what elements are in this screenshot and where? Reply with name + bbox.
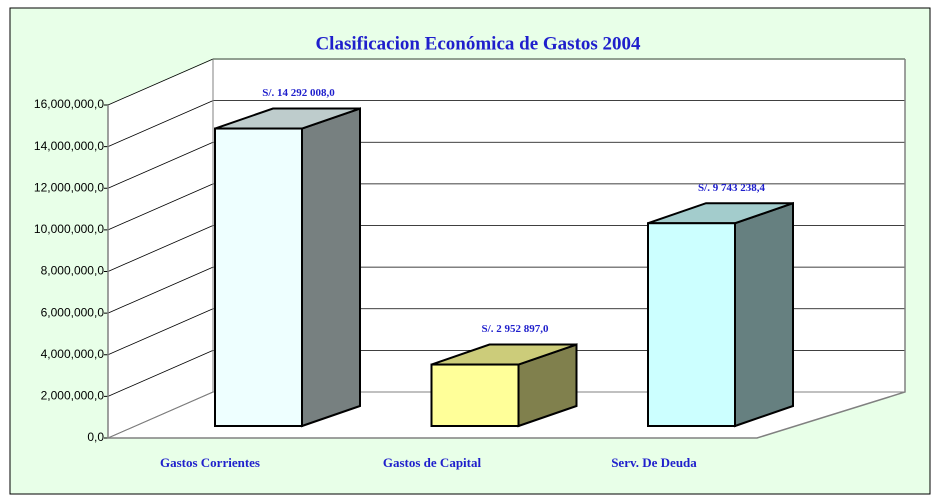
grid-line [107,183,214,231]
grid-line [107,350,214,397]
value-label: S/. 14 292 008,0 [262,87,335,99]
value-label: S/. 9 743 238,4 [698,182,765,194]
y-tick-label: 4,000,000,0 [41,347,105,361]
bar-side [301,107,361,428]
y-tick-label: 14,000,000,0 [34,139,104,153]
grid-line [107,141,214,189]
grid-line [107,266,214,314]
x-tick-label: Gastos de Capital [383,455,482,470]
grid-line [107,58,214,106]
bar [430,363,520,427]
wall-outline [107,59,906,439]
chart-title: Clasificacion Económica de Gastos 2004 [315,33,641,54]
y-tick-label: 10,000,000,0 [34,222,104,236]
bar [647,222,736,427]
grid-line [107,100,214,147]
y-tick-label: 2,000,000,0 [41,389,105,403]
floor-edge [107,391,214,439]
x-tick-label: Serv. De Deuda [611,455,697,470]
bar-side [734,201,794,428]
grid-line [107,225,214,272]
value-label: S/. 2 952 897,0 [482,323,549,335]
grid-line [107,308,214,356]
bar [214,127,303,427]
y-tick-label: 0,0 [87,430,104,444]
y-tick-label: 6,000,000,0 [41,305,105,319]
y-tick-label: 8,000,000,0 [41,264,105,278]
x-tick-label: Gastos Corrientes [160,455,260,470]
y-tick-label: 16,000,000,0 [34,97,104,111]
y-tick-label: 12,000,000,0 [34,180,104,194]
